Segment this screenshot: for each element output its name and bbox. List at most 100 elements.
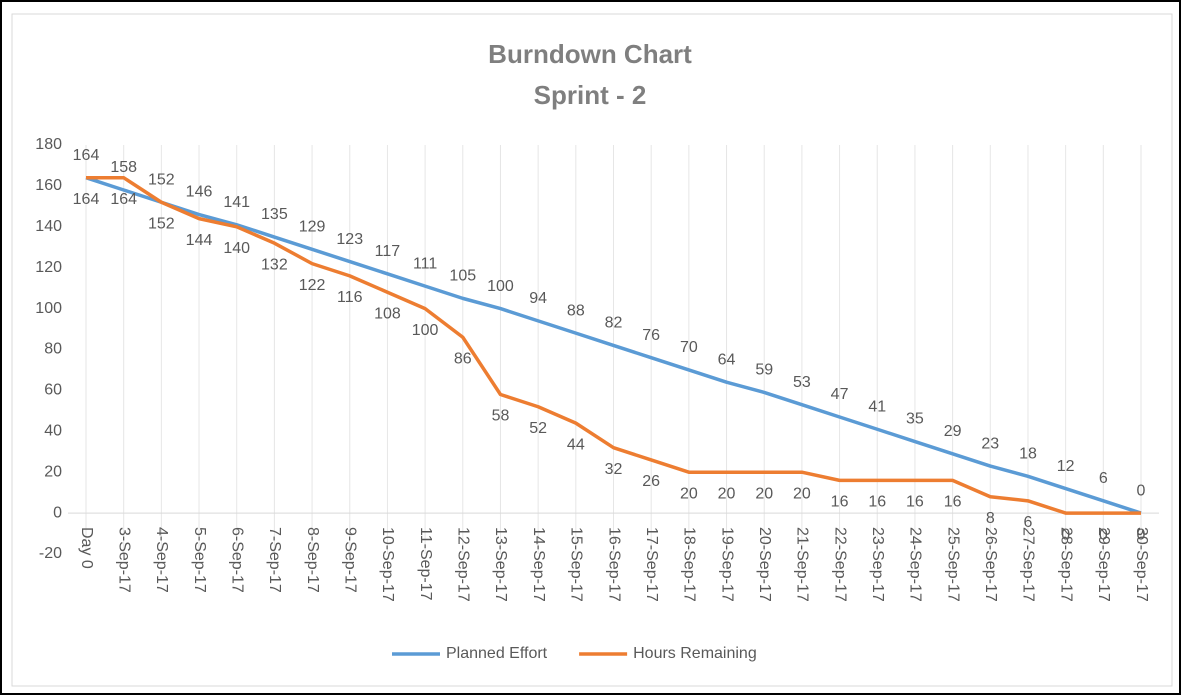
x-tick-label: Day 0 bbox=[78, 527, 95, 569]
x-tick-label: 7-Sep-17 bbox=[266, 527, 283, 593]
series-line bbox=[86, 175, 1141, 515]
y-tick-label: 180 bbox=[35, 136, 62, 153]
data-label: 53 bbox=[793, 374, 811, 391]
legend-label: Hours Remaining bbox=[633, 645, 757, 662]
y-tick-label: 80 bbox=[44, 341, 62, 358]
data-label: 100 bbox=[487, 278, 514, 295]
data-label: 12 bbox=[1057, 458, 1075, 475]
x-tick-label: 20-Sep-17 bbox=[756, 527, 773, 602]
x-tick-label: 16-Sep-17 bbox=[605, 527, 622, 602]
x-tick-label: 4-Sep-17 bbox=[153, 527, 170, 593]
data-label: 20 bbox=[755, 485, 773, 502]
y-tick-label: 40 bbox=[44, 423, 62, 440]
y-tick-label: 20 bbox=[44, 463, 62, 480]
x-tick-label: 8-Sep-17 bbox=[304, 527, 321, 593]
x-tick-label: 24-Sep-17 bbox=[907, 527, 924, 602]
y-tick-label: 120 bbox=[35, 259, 62, 276]
x-tick-label: 5-Sep-17 bbox=[191, 527, 208, 593]
data-label: 129 bbox=[299, 219, 326, 236]
chart-title: Burndown Chart bbox=[488, 39, 692, 69]
x-tick-label: 14-Sep-17 bbox=[530, 527, 547, 602]
data-label: 8 bbox=[986, 510, 995, 527]
data-label: 164 bbox=[110, 191, 137, 208]
x-tick-label: 27-Sep-17 bbox=[1020, 527, 1037, 602]
data-label: 116 bbox=[337, 289, 363, 306]
data-label: 47 bbox=[831, 386, 849, 403]
data-label: 35 bbox=[906, 411, 924, 428]
data-label: 132 bbox=[261, 256, 288, 273]
data-label: 76 bbox=[642, 327, 660, 344]
data-label: 152 bbox=[148, 171, 175, 188]
x-tick-label: 15-Sep-17 bbox=[568, 527, 585, 602]
x-tick-label: 18-Sep-17 bbox=[681, 527, 698, 602]
data-label: 117 bbox=[375, 243, 401, 260]
data-label: 16 bbox=[831, 494, 849, 511]
data-label: 20 bbox=[680, 485, 698, 502]
x-tick-label: 30-Sep-17 bbox=[1133, 527, 1150, 602]
y-tick-label: 100 bbox=[35, 300, 62, 317]
data-label: 58 bbox=[492, 408, 510, 425]
data-label: 20 bbox=[718, 485, 736, 502]
data-label: 16 bbox=[906, 494, 924, 511]
data-label: 158 bbox=[110, 159, 137, 176]
x-tick-label: 9-Sep-17 bbox=[342, 527, 359, 593]
data-label: 122 bbox=[299, 277, 326, 294]
data-label: 32 bbox=[605, 461, 623, 478]
data-label: 0 bbox=[1137, 482, 1146, 499]
data-label: 44 bbox=[567, 436, 585, 453]
data-label: 144 bbox=[186, 232, 213, 249]
data-label: 6 bbox=[1099, 470, 1108, 487]
x-tick-label: 11-Sep-17 bbox=[417, 527, 434, 601]
data-label: 0 bbox=[1137, 526, 1146, 543]
y-tick-label: 160 bbox=[35, 177, 62, 194]
x-tick-label: 25-Sep-17 bbox=[944, 527, 961, 602]
data-label: 29 bbox=[944, 423, 962, 440]
data-label: 6 bbox=[1024, 514, 1033, 531]
data-label: 100 bbox=[412, 322, 439, 339]
data-label: 82 bbox=[605, 315, 623, 332]
y-tick-label: 140 bbox=[35, 218, 62, 235]
data-label: 41 bbox=[868, 398, 886, 415]
data-label: 70 bbox=[680, 339, 698, 356]
chart-subtitle: Sprint - 2 bbox=[534, 80, 647, 110]
x-tick-label: 12-Sep-17 bbox=[455, 527, 472, 602]
legend-label: Planned Effort bbox=[446, 645, 548, 662]
data-label: 26 bbox=[642, 473, 660, 490]
x-tick-label: 28-Sep-17 bbox=[1057, 527, 1074, 602]
data-label: 164 bbox=[73, 147, 100, 164]
series-line bbox=[85, 176, 1142, 515]
x-tick-label: 17-Sep-17 bbox=[643, 527, 660, 602]
data-label: 20 bbox=[793, 485, 811, 502]
data-label: 164 bbox=[73, 191, 100, 208]
data-label: 16 bbox=[944, 494, 962, 511]
x-tick-label: 22-Sep-17 bbox=[831, 527, 848, 602]
data-label: 123 bbox=[336, 231, 363, 248]
data-label: 108 bbox=[374, 305, 401, 322]
data-label: 18 bbox=[1019, 446, 1037, 463]
x-tick-label: 10-Sep-17 bbox=[379, 527, 396, 602]
x-tick-label: 26-Sep-17 bbox=[982, 527, 999, 602]
data-label: 105 bbox=[449, 268, 476, 285]
data-label: 141 bbox=[223, 194, 250, 211]
data-label: 152 bbox=[148, 215, 175, 232]
data-label: 111 bbox=[413, 255, 437, 272]
data-label: 0 bbox=[1099, 526, 1108, 543]
chart-area bbox=[11, 13, 1173, 687]
data-label: 59 bbox=[755, 362, 773, 379]
data-label: 16 bbox=[868, 494, 886, 511]
data-label: 52 bbox=[529, 420, 547, 437]
x-tick-label: 19-Sep-17 bbox=[718, 527, 735, 602]
data-label: 23 bbox=[981, 435, 999, 452]
data-label: 94 bbox=[529, 290, 547, 307]
data-label: 135 bbox=[261, 206, 288, 223]
x-tick-label: 13-Sep-17 bbox=[492, 527, 509, 602]
x-tick-label: 21-Sep-17 bbox=[794, 527, 811, 602]
data-label: 146 bbox=[186, 184, 213, 201]
x-tick-label: 23-Sep-17 bbox=[869, 527, 886, 602]
y-tick-label: 0 bbox=[53, 504, 62, 521]
data-label: 140 bbox=[223, 240, 250, 257]
data-label: 86 bbox=[454, 350, 472, 367]
y-tick-label: 60 bbox=[44, 382, 62, 399]
